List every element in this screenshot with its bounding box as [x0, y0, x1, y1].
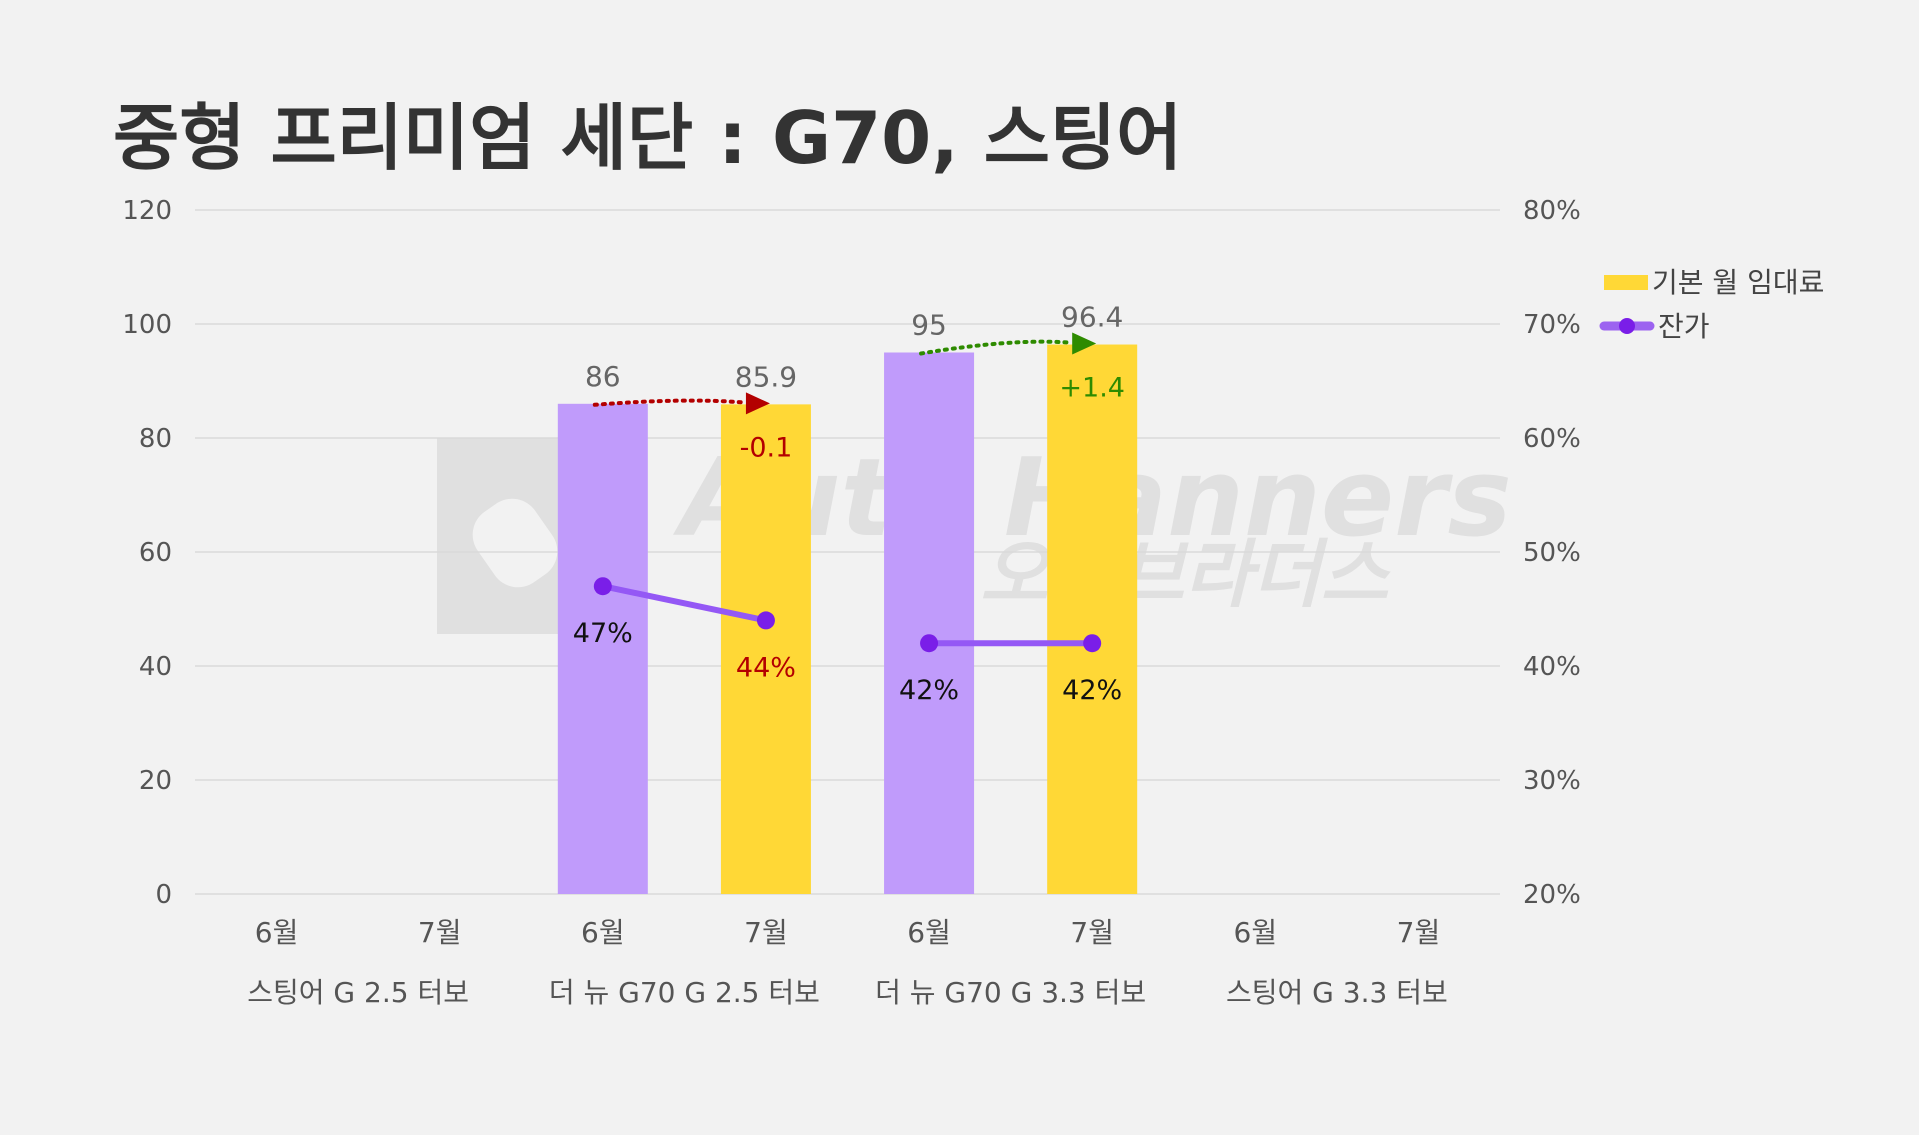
month-tick-label: 6월 [255, 916, 299, 949]
svg-text:오토브라더스: 오토브라더스 [980, 532, 1391, 618]
bar-july [720, 404, 811, 894]
month-tick-label: 6월 [581, 916, 625, 949]
change-annotation: -0.1 [740, 432, 793, 463]
change-arrow-line [592, 398, 744, 407]
month-tick-label: 7월 [1397, 916, 1441, 949]
residual-label: 47% [573, 618, 633, 649]
legend-marker-residual [1619, 318, 1635, 334]
right-tick-label: 60% [1523, 424, 1581, 454]
right-tick-label: 50% [1523, 538, 1581, 568]
left-tick-label: 40 [139, 652, 172, 682]
month-tick-label: 6월 [907, 916, 951, 949]
residual-point [593, 577, 612, 596]
left-axis: 0 20 40 60 80 100 120 [122, 196, 172, 910]
left-tick-label: 80 [139, 424, 172, 454]
bar-value-label: 96.4 [1061, 301, 1123, 334]
month-tick-label: 7월 [1070, 916, 1114, 949]
change-annotation: +1.4 [1059, 373, 1125, 404]
change-arrow-line [919, 339, 1071, 356]
left-tick-label: 20 [139, 766, 172, 796]
residual-line-series: 47% 44% 42% 42% [573, 577, 1122, 706]
month-tick-label: 6월 [1234, 916, 1278, 949]
group-label: 스팅어 G 3.3 터보 [1226, 976, 1448, 1009]
right-axis: 20% 30% 40% 50% 60% 70% 80% [1523, 196, 1581, 910]
month-tick-label: 7월 [418, 916, 462, 949]
left-tick-label: 0 [155, 880, 172, 910]
change-arrow-head [745, 392, 770, 415]
bar-value-label: 85.9 [735, 360, 797, 393]
residual-point [756, 611, 775, 630]
residual-line-segment [602, 583, 767, 624]
residual-point [1083, 634, 1102, 653]
group-label: 더 뉴 G70 G 3.3 터보 [875, 976, 1146, 1009]
right-tick-label: 40% [1523, 652, 1581, 682]
month-tick-label: 7월 [744, 916, 788, 949]
change-arrow-head [1072, 332, 1097, 355]
legend-label-rent: 기본 월 임대료 [1652, 266, 1824, 299]
bar-series: 86 85.9 95 96.4 [557, 301, 1138, 894]
gridlines [195, 209, 1500, 895]
right-tick-label: 20% [1523, 880, 1581, 910]
bar-june [884, 352, 975, 894]
legend-label-residual: 잔가 [1658, 310, 1710, 343]
left-tick-label: 60 [139, 538, 172, 568]
left-tick-label: 120 [122, 196, 172, 226]
change-arrows: -0.1 +1.4 [592, 332, 1125, 463]
bar-value-label: 86 [585, 360, 621, 393]
right-tick-label: 30% [1523, 766, 1581, 796]
residual-label: 42% [899, 675, 959, 706]
legend-swatch-rent [1604, 275, 1648, 290]
residual-label: 44% [736, 652, 796, 683]
residual-label: 42% [1062, 675, 1122, 706]
bar-june [557, 403, 648, 894]
bar-july [1047, 344, 1138, 894]
left-tick-label: 100 [122, 310, 172, 340]
group-label: 스팅어 G 2.5 터보 [247, 976, 469, 1009]
bar-value-label: 95 [911, 309, 947, 342]
right-tick-label: 70% [1523, 310, 1581, 340]
right-tick-label: 80% [1523, 196, 1581, 226]
residual-point [920, 634, 939, 653]
chart-title: 중형 프리미엄 세단 : G70, 스팅어 [113, 96, 1182, 180]
group-label: 더 뉴 G70 G 2.5 터보 [549, 976, 820, 1009]
